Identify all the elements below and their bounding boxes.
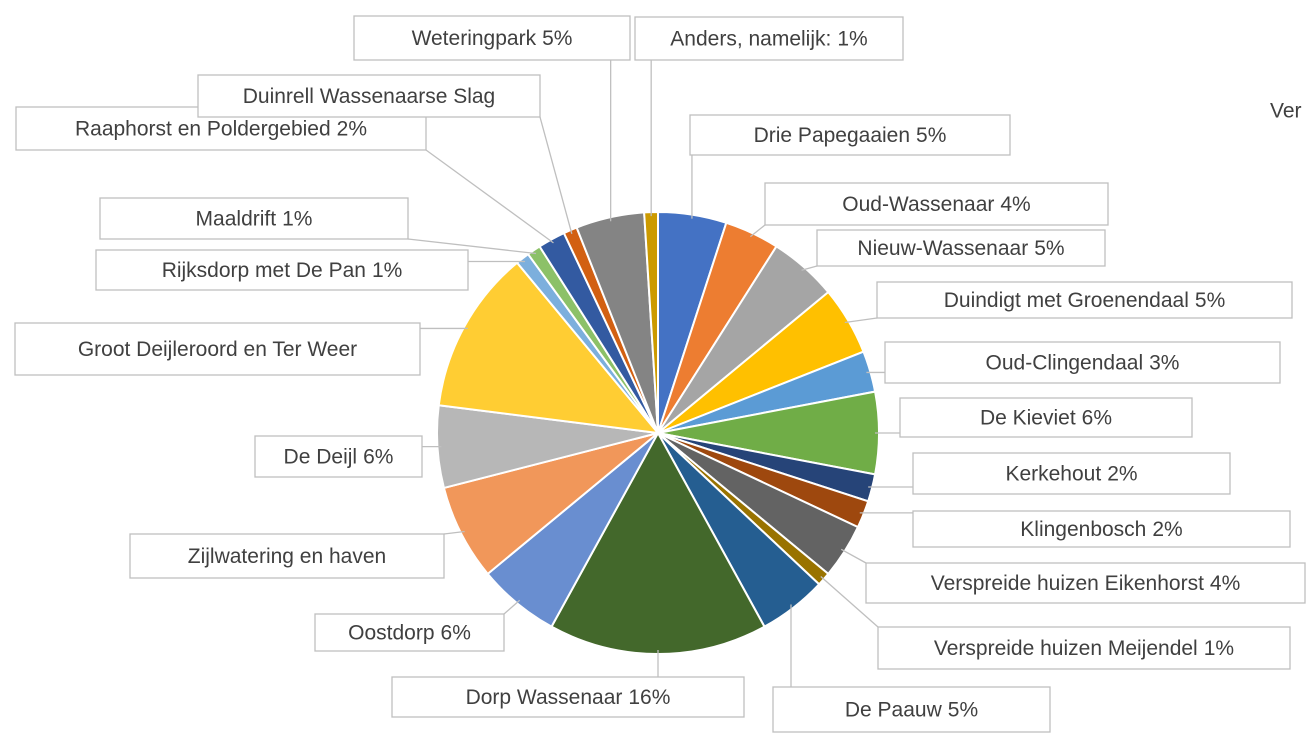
data-label: Anders, namelijk: 1% <box>670 27 867 50</box>
label-value: 6% <box>441 621 471 644</box>
label-box <box>764 182 1109 226</box>
label-value: 5% <box>916 124 946 147</box>
label-box <box>353 15 631 61</box>
label-name: Oud-Clingendaal <box>986 351 1144 374</box>
label-value: 6% <box>363 445 393 468</box>
data-label: Nieuw-Wassenaar 5% <box>857 237 1064 260</box>
label-box <box>634 16 904 61</box>
leaders <box>407 60 913 687</box>
data-label: Duindigt met Groenendaal 5% <box>944 289 1226 312</box>
label-name: Drie Papegaaien <box>754 124 910 147</box>
data-label: Raaphorst en Poldergebied 2% <box>75 117 367 140</box>
label-box <box>884 341 1281 384</box>
leader-line <box>749 224 766 238</box>
data-label: Klingenbosch 2% <box>1020 518 1182 541</box>
label-value: 1% <box>837 27 867 50</box>
label-box <box>314 613 505 652</box>
label-name: Verspreide huizen Meijendel <box>934 637 1198 660</box>
label-box <box>95 249 469 291</box>
data-label: Oud-Wassenaar 4% <box>842 193 1030 216</box>
data-label: Dorp Wassenaar 16% <box>466 686 671 709</box>
data-label: Kerkehout 2% <box>1005 462 1137 485</box>
label-value: 2% <box>1107 462 1137 485</box>
data-label: Oud-Clingendaal 3% <box>986 351 1180 374</box>
label-value: 5% <box>948 698 978 721</box>
leader-line <box>503 599 521 615</box>
data-label: Weteringpark 5% <box>412 27 573 50</box>
leader-line <box>844 317 878 324</box>
label-box <box>912 452 1231 495</box>
label-name: Groot Deijleroord en Ter Weer <box>78 338 357 361</box>
label-value: 5% <box>1034 237 1064 260</box>
label-box <box>99 197 409 240</box>
label-value: 5% <box>542 27 572 50</box>
data-label: Duinrell Wassenaarse Slag <box>243 85 496 108</box>
data-label: Rijksdorp met De Pan 1% <box>162 259 403 282</box>
data-label: Drie Papegaaien 5% <box>754 124 947 147</box>
data-label: Verspreide huizen Meijendel 1% <box>934 637 1234 660</box>
data-label: De Kieviet 6% <box>980 406 1112 429</box>
leader-line <box>407 238 537 255</box>
label-name: Nieuw-Wassenaar <box>857 237 1028 260</box>
label-box <box>14 322 421 376</box>
label-box <box>254 435 423 478</box>
label-value: 16% <box>628 686 670 709</box>
data-label: De Paauw 5% <box>845 698 978 721</box>
label-name: Rijksdorp met De Pan <box>162 259 366 282</box>
label-name: Dorp Wassenaar <box>466 686 623 709</box>
slices <box>436 210 880 656</box>
label-box <box>899 397 1193 438</box>
leader-line <box>840 548 867 564</box>
label-value: 2% <box>337 117 367 140</box>
leader-line <box>801 265 818 271</box>
label-box <box>816 229 1106 267</box>
label-name: Verspreide huizen Eikenhorst <box>931 572 1204 595</box>
label-value: 5% <box>1195 289 1225 312</box>
label-name: Oostdorp <box>348 621 434 644</box>
label-name: Zijlwatering en haven <box>188 545 386 568</box>
label-name: Anders, namelijk: <box>670 27 831 50</box>
data-label: Maaldrift 1% <box>196 207 313 230</box>
label-box <box>772 686 1051 733</box>
label-value: 1% <box>372 259 402 282</box>
data-label: Verspreide huizen Eikenhorst 4% <box>931 572 1241 595</box>
label-box <box>197 74 541 118</box>
label-value: 6% <box>1082 406 1112 429</box>
label-name: De Paauw <box>845 698 943 721</box>
label-box <box>689 114 1011 156</box>
data-label: De Deijl 6% <box>284 445 394 468</box>
label-value: 3% <box>1149 351 1179 374</box>
label-box <box>877 626 1291 670</box>
label-value: 4% <box>1210 572 1240 595</box>
data-label: Groot Deijleroord en Ter Weer <box>78 338 357 361</box>
label-name: Maaldrift <box>196 207 277 230</box>
label-name: Kerkehout <box>1005 462 1101 485</box>
label-name: Duindigt met Groenendaal <box>944 289 1189 312</box>
label-name: Raaphorst en Poldergebied <box>75 117 331 140</box>
slice <box>437 261 661 435</box>
label-name: Klingenbosch <box>1020 518 1146 541</box>
leader-line <box>443 530 465 535</box>
label-value: 1% <box>1204 637 1234 660</box>
data-label: Zijlwatering en haven <box>188 545 386 568</box>
label-value: 1% <box>282 207 312 230</box>
label-name: De Deijl <box>284 445 358 468</box>
label-box <box>912 510 1291 548</box>
label-value: 2% <box>1152 518 1182 541</box>
label-name: Duinrell Wassenaarse Slag <box>243 85 496 108</box>
label-name: De Kieviet <box>980 406 1076 429</box>
label-box <box>865 562 1306 604</box>
leader-line <box>539 116 573 235</box>
data-label: Oostdorp 6% <box>348 621 471 644</box>
leader-line <box>820 576 879 628</box>
label-box <box>876 281 1293 319</box>
label-name: Oud-Wassenaar <box>842 193 994 216</box>
label-name: Weteringpark <box>412 27 537 50</box>
label-box <box>391 676 745 718</box>
label-box <box>129 533 445 579</box>
leader-line <box>425 149 554 244</box>
label-value: 4% <box>1000 193 1030 216</box>
annotation: Ver <box>1270 100 1302 123</box>
